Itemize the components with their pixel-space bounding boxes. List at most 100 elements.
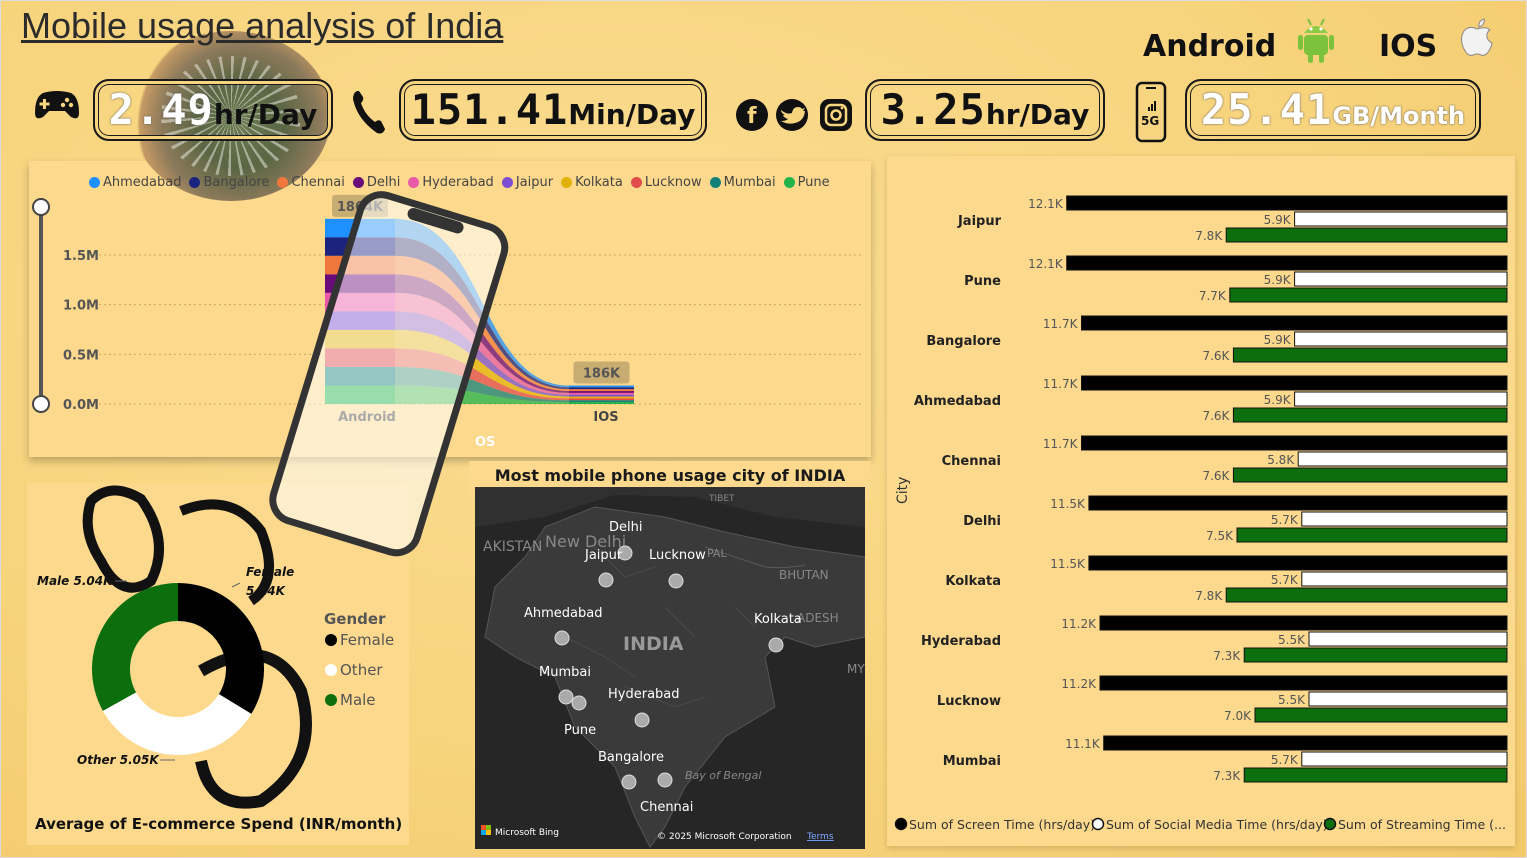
map-marker-jaipur[interactable]: [598, 572, 614, 588]
android-bar-lucknow[interactable]: [325, 348, 395, 367]
bar-legend-label[interactable]: Sum of Social Media Time (hrs/day): [1106, 817, 1328, 832]
bar-social-ahmedabad[interactable]: [1294, 391, 1508, 407]
bar-screen-lucknow[interactable]: [1099, 675, 1508, 691]
bar-social-lucknow[interactable]: [1308, 691, 1508, 707]
legend-item-ahmedabad[interactable]: Ahmedabad: [89, 175, 181, 190]
donut-label-male: Male 5.04K: [37, 574, 114, 588]
bar-social-chennai[interactable]: [1297, 451, 1508, 467]
bar-streaming-hyderabad[interactable]: [1243, 647, 1508, 663]
legend-label: Pune: [797, 175, 830, 190]
bar-streaming-pune[interactable]: [1229, 287, 1508, 303]
bar-screen-delhi[interactable]: [1088, 495, 1508, 511]
legend-item-jaipur[interactable]: Jaipur: [501, 175, 553, 190]
bar-social-jaipur[interactable]: [1294, 211, 1508, 227]
android-bar-mumbai[interactable]: [325, 366, 395, 386]
kpi-calls-value: 151.41: [410, 85, 569, 134]
bar-category-label: Jaipur: [957, 214, 1002, 229]
range-slider-top-handle[interactable]: [32, 198, 50, 216]
ios-bar-hyderabad[interactable]: [569, 392, 634, 395]
apple-icon: [1459, 15, 1495, 63]
donut-slice-female[interactable]: [178, 583, 264, 714]
bar-social-mumbai[interactable]: [1301, 751, 1508, 767]
page-title: Mobile usage analysis of India: [21, 5, 504, 46]
legend-item-kolkata[interactable]: Kolkata: [561, 175, 623, 190]
ios-bar-kolkata[interactable]: [569, 396, 634, 399]
bar-screen-mumbai[interactable]: [1103, 735, 1508, 751]
bar-social-hyderabad[interactable]: [1308, 631, 1508, 647]
donut-slice-male[interactable]: [92, 583, 178, 711]
map-marker-lucknow[interactable]: [668, 573, 684, 589]
legend-item-bangalore[interactable]: Bangalore: [189, 175, 269, 190]
bar-streaming-ahmedabad[interactable]: [1232, 407, 1508, 423]
legend-item-mumbai[interactable]: Mumbai: [709, 175, 776, 190]
android-bar-pune[interactable]: [325, 385, 395, 404]
bar-social-bangalore[interactable]: [1294, 331, 1508, 347]
android-bar-hyderabad[interactable]: [325, 292, 395, 312]
android-bar-ahmedabad[interactable]: [325, 218, 395, 238]
donut-legend-label[interactable]: Other: [340, 661, 383, 679]
bar-value-label: 11.1K: [1065, 737, 1101, 751]
android-bar-kolkata[interactable]: [325, 329, 395, 349]
legend-item-chennai[interactable]: Chennai: [277, 175, 345, 190]
bar-streaming-chennai[interactable]: [1232, 467, 1508, 483]
android-bar-chennai[interactable]: [325, 255, 395, 275]
kpi-gaming-value: 2.49: [108, 85, 214, 134]
donut-legend-label[interactable]: Female: [340, 631, 394, 649]
donut-legend-label[interactable]: Male: [340, 691, 376, 709]
bar-legend-dot: [1091, 817, 1105, 831]
ios-bar-delhi[interactable]: [569, 391, 634, 393]
bar-streaming-kolkata[interactable]: [1225, 587, 1508, 603]
bar-streaming-mumbai[interactable]: [1243, 767, 1508, 783]
bar-screen-hyderabad[interactable]: [1099, 615, 1508, 631]
bar-streaming-jaipur[interactable]: [1225, 227, 1508, 243]
map-marker-hyderabad[interactable]: [634, 712, 650, 728]
bar-legend-label[interactable]: Sum of Screen Time (hrs/day): [909, 817, 1095, 832]
map-marker-mumbai[interactable]: [558, 689, 574, 705]
bar-streaming-delhi[interactable]: [1236, 527, 1508, 543]
bar-screen-kolkata[interactable]: [1088, 555, 1508, 571]
legend-dot: [561, 177, 573, 188]
ios-bar-ahmedabad[interactable]: [569, 385, 634, 388]
map-marker-pune[interactable]: [571, 695, 587, 711]
legend-item-delhi[interactable]: Delhi: [352, 175, 400, 190]
map-marker-ahmedabad[interactable]: [554, 630, 570, 646]
y-tick-label: 1.0M: [63, 299, 99, 314]
android-bar-bangalore[interactable]: [325, 237, 395, 256]
range-slider-bottom-handle[interactable]: [32, 395, 50, 413]
bar-screen-ahmedabad[interactable]: [1081, 375, 1508, 391]
bar-social-delhi[interactable]: [1301, 511, 1508, 527]
android-bar-jaipur[interactable]: [325, 311, 395, 330]
bar-screen-bangalore[interactable]: [1081, 315, 1508, 331]
ios-bar-jaipur[interactable]: [569, 394, 634, 397]
bar-value-label: 12.1K: [1028, 197, 1064, 211]
legend-label: Kolkata: [575, 175, 623, 190]
map-terms-link[interactable]: Terms: [806, 832, 834, 842]
ios-bar-chennai[interactable]: [569, 389, 634, 392]
bar-screen-chennai[interactable]: [1081, 435, 1508, 451]
ios-bar-bangalore[interactable]: [569, 387, 634, 390]
bar-value-label: 5.7K: [1271, 573, 1299, 587]
android-bar-delhi[interactable]: [325, 274, 395, 293]
bar-streaming-bangalore[interactable]: [1232, 347, 1508, 363]
bar-social-kolkata[interactable]: [1301, 571, 1508, 587]
bar-screen-pune[interactable]: [1066, 255, 1508, 271]
donut-slice-other[interactable]: [102, 692, 252, 755]
bar-streaming-lucknow[interactable]: [1254, 707, 1508, 723]
bar-legend-label[interactable]: Sum of Streaming Time (...: [1338, 817, 1506, 832]
bar-screen-jaipur[interactable]: [1066, 195, 1508, 211]
map-marker-chennai[interactable]: [657, 772, 673, 788]
legend-item-lucknow[interactable]: Lucknow: [630, 175, 702, 190]
ios-bar-lucknow[interactable]: [569, 398, 634, 401]
bar-social-pune[interactable]: [1294, 271, 1508, 287]
ios-bar-pune[interactable]: [569, 402, 634, 404]
map-canvas[interactable]: AKISTAN New Delhi INDIA BHUTAN TIBET Bay…: [475, 487, 865, 849]
legend-item-pune[interactable]: Pune: [783, 175, 830, 190]
ios-bar-mumbai[interactable]: [569, 400, 634, 403]
bar-value-label: 7.6K: [1202, 469, 1230, 483]
legend-item-hyderabad[interactable]: Hyderabad: [408, 175, 494, 190]
map-marker-kolkata[interactable]: [768, 637, 784, 653]
ios-label: IOS: [1379, 29, 1438, 64]
map-marker-delhi[interactable]: [617, 545, 633, 561]
map-marker-bangalore[interactable]: [621, 774, 637, 790]
india-map[interactable]: AKISTAN New Delhi INDIA BHUTAN TIBET Bay…: [475, 487, 865, 849]
